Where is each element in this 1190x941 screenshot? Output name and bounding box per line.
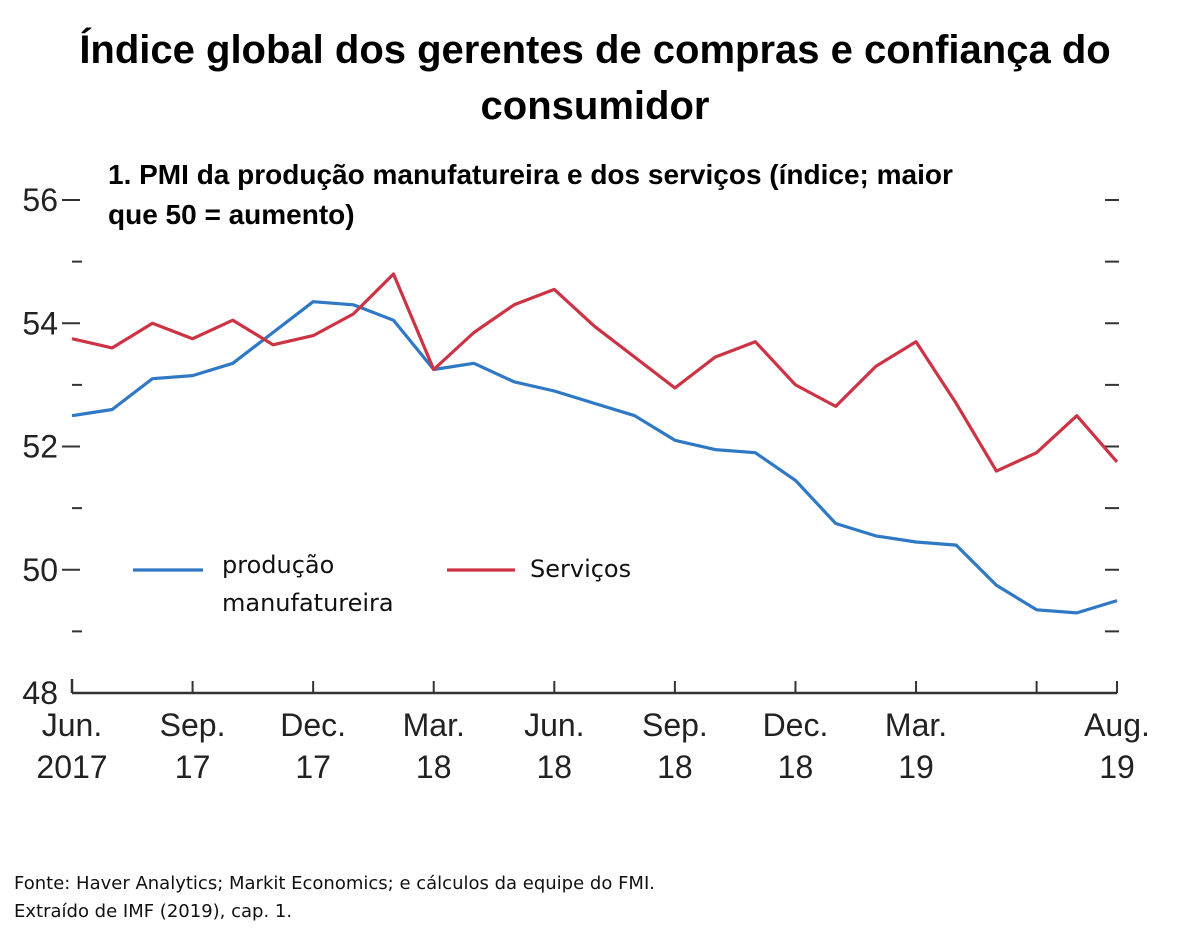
legend-label-manufacturing: manufatureira	[222, 589, 394, 617]
x-tick-label: 18	[416, 749, 452, 785]
series-lines	[71, 272, 1119, 615]
source-note: Fonte: Haver Analytics; Markit Economics…	[14, 870, 655, 926]
legend-label-services: Serviços	[530, 555, 631, 583]
x-tick-label: Aug.	[1084, 707, 1150, 743]
x-tick-label: Jun.	[42, 707, 102, 743]
x-tick-label: 2017	[36, 749, 107, 785]
x-tick-label: Sep.	[160, 707, 226, 743]
legend-label-manufacturing: produção	[222, 551, 334, 579]
y-axis-ticks: 48 50 52 54 56	[22, 182, 1119, 711]
y-tick-label: 56	[22, 182, 58, 218]
extract-text: Extraído de IMF (2019), cap. 1.	[14, 901, 293, 922]
manufacturing-series-line	[71, 300, 1118, 615]
y-tick-label: 52	[22, 429, 58, 465]
chart-subtitle: 1. PMI da produção manufatureira e dos s…	[108, 159, 953, 230]
y-tick-label: 50	[22, 552, 58, 588]
x-tick-label: 18	[778, 749, 814, 785]
x-tick-label: 17	[175, 749, 211, 785]
source-text: Fonte: Haver Analytics; Markit Economics…	[14, 873, 655, 894]
x-tick-label: 19	[898, 749, 934, 785]
x-tick-label: Dec.	[280, 707, 346, 743]
y-tick-label: 48	[22, 675, 58, 711]
x-tick-label: Mar.	[403, 707, 465, 743]
x-tick-label: Sep.	[642, 707, 708, 743]
x-tick-label: Dec.	[763, 707, 829, 743]
page-title: Índice global dos gerentes de compras e …	[79, 28, 1111, 128]
services-series-line	[71, 272, 1119, 473]
x-tick-label: Jun.	[524, 707, 584, 743]
x-tick-label: 19	[1099, 749, 1135, 785]
chart-legend: produção manufatureira Serviços	[133, 551, 631, 617]
x-axis: Jun. 2017 Sep. 17 Dec. 17 Mar. 18 Jun. 18 Sep. 18 De…	[36, 679, 1150, 785]
y-tick-label: 54	[22, 305, 58, 341]
x-tick-label: 17	[295, 749, 331, 785]
x-tick-label: 18	[537, 749, 573, 785]
x-tick-label: 18	[657, 749, 693, 785]
x-tick-label: Mar.	[885, 707, 947, 743]
